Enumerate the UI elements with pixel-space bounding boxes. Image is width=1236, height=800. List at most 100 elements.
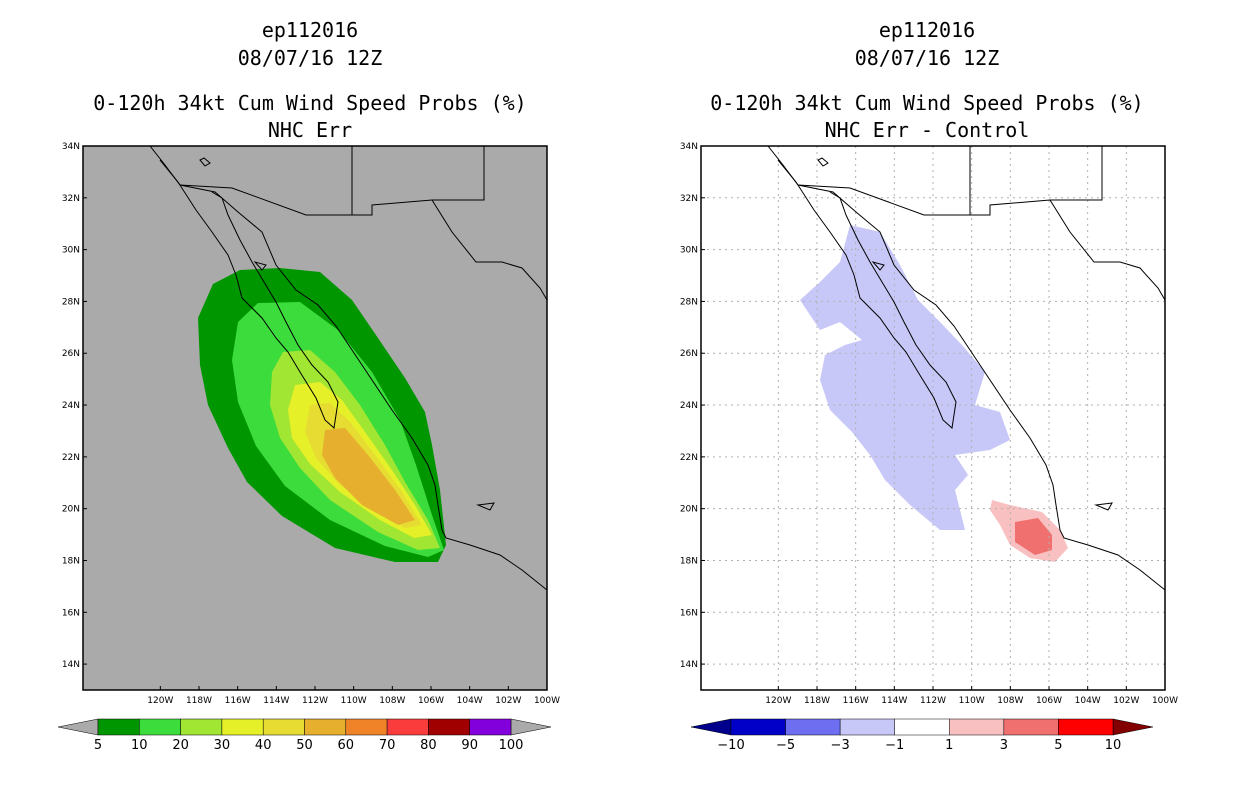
left-colorbar-label-80: 80: [420, 738, 437, 753]
left-y-tick-label-22N: 22N: [62, 453, 80, 463]
right-y-tick-label-24N: 24N: [680, 401, 698, 411]
right-x-tick-label-100W: 100W: [1152, 696, 1178, 706]
left-title-subtitle: NHC Err: [267, 118, 353, 142]
left-title-storm-id: ep112016: [261, 18, 359, 42]
right-x-tick-label-108W: 108W: [997, 696, 1023, 706]
left-coastline-mainland: [149, 146, 547, 591]
right-positive-region-medium: [1015, 518, 1052, 555]
right-coastline-mainland: [767, 146, 1165, 591]
left-colorbar-segment-9: [469, 718, 512, 736]
right-island-1: [817, 157, 829, 167]
right-gridlines: [701, 145, 1166, 690]
right-colorbar-segment-5: [1003, 718, 1059, 736]
right-border-us-mexico: [797, 146, 1103, 216]
right-colorbar-segment-6: [1058, 718, 1114, 736]
left-probability-fields: [198, 268, 446, 562]
left-x-tick-label-120W: 120W: [147, 696, 173, 706]
right-colorbar: −10 −5 −3 −1 1 3 5 10: [690, 718, 1154, 753]
right-y-tick-label-26N: 26N: [680, 349, 698, 359]
right-y-tick-label-18N: 18N: [680, 556, 698, 566]
right-x-tick-label-118W: 118W: [804, 696, 830, 706]
right-colorbar-segment-1: [785, 718, 841, 736]
right-coastline-baja: [777, 159, 957, 429]
right-y-tick-label-32N: 32N: [680, 194, 698, 204]
left-colorbar-segment-1: [139, 718, 181, 736]
left-island-3: [476, 502, 495, 511]
left-colorbar-over-arrow: [510, 718, 552, 736]
right-title-product: 0-120h 34kt Cum Wind Speed Probs (%): [710, 91, 1144, 115]
left-colorbar-segment-6: [345, 718, 388, 736]
right-x-tick-label-114W: 114W: [881, 696, 907, 706]
left-island-1: [199, 157, 211, 167]
right-y-tick-label-30N: 30N: [680, 246, 698, 256]
left-colorbar-label-50: 50: [296, 738, 313, 753]
right-x-tick-label-102W: 102W: [1113, 696, 1139, 706]
right-island-3: [1094, 502, 1113, 511]
right-x-tick-label-120W: 120W: [765, 696, 791, 706]
right-axis-ticks: 120W 118W 116W 114W 112W 110W 108W 106W 104W 102W…: [680, 142, 1178, 706]
right-colorbar-label--5: −5: [776, 738, 795, 753]
right-colorbar-label-5: 5: [1054, 738, 1062, 753]
left-y-tick-label-24N: 24N: [62, 401, 80, 411]
right-colorbar-label-1: 1: [945, 738, 953, 753]
left-y-tick-label-16N: 16N: [62, 608, 80, 618]
left-coastline-baja: [159, 159, 339, 429]
left-map-panel: 120W 118W 116W 114W 112W 110W 108W 106W 104W 102W…: [57, 142, 560, 753]
right-colorbar-under-arrow: [690, 718, 732, 736]
right-y-tick-label-34N: 34N: [680, 142, 698, 152]
left-y-tick-label-34N: 34N: [62, 142, 80, 152]
left-y-tick-label-20N: 20N: [62, 505, 80, 515]
left-title-date: 08/07/16 12Z: [237, 46, 383, 70]
right-x-tick-label-106W: 106W: [1036, 696, 1062, 706]
right-y-tick-label-20N: 20N: [680, 505, 698, 515]
left-island-2: [253, 261, 267, 271]
left-title-product: 0-120h 34kt Cum Wind Speed Probs (%): [93, 91, 527, 115]
right-x-tick-label-116W: 116W: [843, 696, 869, 706]
left-colorbar: 5 10 20 30 40 50 60 70 80 90 100: [57, 718, 552, 753]
left-y-tick-label-26N: 26N: [62, 349, 80, 359]
right-colorbar-over-arrow: [1112, 718, 1154, 736]
left-x-tick-label-116W: 116W: [225, 696, 251, 706]
left-axis-ticks: 120W 118W 116W 114W 112W 110W 108W 106W 104W 102W…: [62, 142, 560, 706]
left-x-tick-label-110W: 110W: [341, 696, 367, 706]
left-coastlines: [149, 146, 547, 591]
right-y-tick-label-14N: 14N: [680, 660, 698, 670]
right-colorbar-label--3: −3: [831, 738, 850, 753]
right-colorbar-segment-4: [949, 718, 1005, 736]
left-x-tick-label-106W: 106W: [418, 696, 444, 706]
right-title-date: 08/07/16 12Z: [854, 46, 1000, 70]
left-colorbar-segment-3: [221, 718, 264, 736]
left-contour-50: [322, 428, 415, 525]
left-colorbar-label-60: 60: [338, 738, 355, 753]
left-colorbar-label-5: 5: [94, 738, 102, 753]
left-colorbar-label-100: 100: [499, 738, 524, 753]
right-colorbar-label-10: 10: [1105, 738, 1122, 753]
right-colorbar-segment-2: [839, 718, 895, 736]
right-colorbar-label-3: 3: [1000, 738, 1008, 753]
left-colorbar-segment-7: [386, 718, 429, 736]
left-colorbar-label-10: 10: [131, 738, 148, 753]
right-title-storm-id: ep112016: [878, 18, 976, 42]
right-colorbar-label--1: −1: [885, 738, 904, 753]
right-x-tick-label-112W: 112W: [920, 696, 946, 706]
right-y-tick-label-22N: 22N: [680, 453, 698, 463]
left-colorbar-segment-2: [180, 718, 223, 736]
left-border-us-mexico: [179, 146, 485, 216]
left-colorbar-label-20: 20: [172, 738, 189, 753]
left-colorbar-label-90: 90: [461, 738, 478, 753]
left-x-tick-label-102W: 102W: [495, 696, 521, 706]
right-y-tick-label-28N: 28N: [680, 297, 698, 307]
left-colorbar-label-30: 30: [214, 738, 231, 753]
left-colorbar-segment-4: [262, 718, 305, 736]
right-coastlines: [767, 146, 1165, 591]
right-colorbar-segment-0: [730, 718, 786, 736]
left-coastline-texas: [431, 199, 547, 301]
left-x-tick-label-118W: 118W: [186, 696, 212, 706]
left-colorbar-segment-8: [428, 718, 470, 736]
right-title-subtitle: NHC Err - Control: [824, 118, 1030, 142]
left-colorbar-segment-5: [304, 718, 347, 736]
left-colorbar-segment-0: [97, 718, 140, 736]
left-x-tick-label-104W: 104W: [457, 696, 483, 706]
right-y-tick-label-16N: 16N: [680, 608, 698, 618]
